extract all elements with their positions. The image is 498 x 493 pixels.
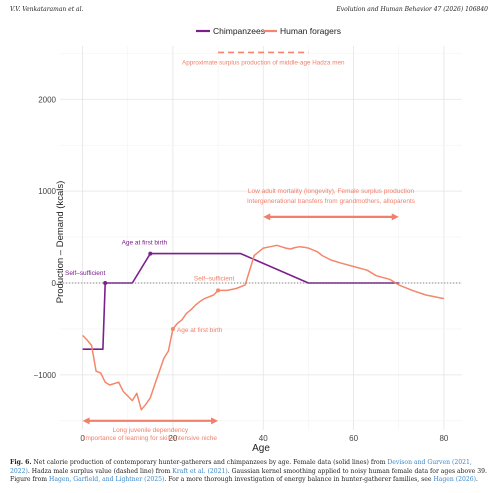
figure-caption: Fig. 6. Net calorie production of contem…: [10, 459, 488, 485]
caption-text-1: Net calorie production of contemporary h…: [31, 459, 388, 466]
hadza-surplus-label: Approximate surplus production of middle…: [182, 59, 345, 66]
plot-axes: 0 20 40 60 80 −1000 0 1000 2000: [34, 95, 449, 443]
low-adult-mortality-arrow-head-right: [391, 213, 399, 221]
chimp-self-sufficient-label: Self–sufficient: [65, 270, 106, 277]
x-tick-label: 0: [80, 434, 85, 443]
y-axis-label: Production – Demand (kcals): [55, 181, 66, 304]
caption-text-5: .: [476, 476, 478, 484]
caption-text-3: . Gaussian kernel smoothing applied to n…: [10, 467, 487, 484]
plot-annotations: Approximate surplus production of middle…: [60, 51, 462, 442]
chart-legend: Chimpanzees Human foragers: [196, 26, 341, 36]
x-tick-label: 80: [439, 434, 448, 443]
plot-background: [60, 46, 462, 430]
chimp-self-sufficient-point: [103, 281, 108, 286]
low-adult-mortality-label-line2: Intergenerational transfers from grandmo…: [247, 198, 416, 205]
y-tick-label: 0: [52, 279, 57, 288]
chimp-age-first-birth-label: Age at first birth: [122, 240, 168, 247]
running-header-journal: Evolution and Human Behavior 47 (2026) 1…: [336, 6, 488, 13]
long-juvenile-dependency-label-line2: Importance of learning for skill–intensi…: [84, 435, 218, 442]
human-self-sufficient-label: Self–sufficient: [194, 275, 235, 282]
long-juvenile-dependency-label-line1: Long juvenile dependency: [113, 427, 189, 434]
low-adult-mortality-arrow-head-left: [263, 213, 271, 221]
plot-gridlines: [60, 46, 462, 430]
caption-ref-hagen-2026[interactable]: Hagen (2026): [433, 476, 477, 484]
x-tick-label: 20: [168, 434, 177, 443]
legend-label-human-foragers: Human foragers: [280, 26, 341, 36]
x-axis-label: Age: [252, 443, 270, 454]
y-tick-label: −1000: [34, 371, 57, 380]
y-tick-label: 1000: [38, 187, 56, 196]
net-calorie-chart: Chimpanzees Human foragers 0 20 40 60 80 −100…: [34, 26, 462, 454]
chimp-age-first-birth-point: [148, 251, 153, 256]
caption-ref-kraft[interactable]: Kraft et al. (2021): [172, 467, 228, 475]
human-age-first-birth-label: Age at first birth: [177, 327, 223, 334]
series-line-chimpanzees: [82, 252, 399, 351]
caption-ref-devison-gurven[interactable]: Devison and Gurven (2021, 2022): [10, 459, 472, 475]
figure-label: Fig. 6.: [10, 459, 32, 466]
low-adult-mortality-span: Low adult mortality (longevity), Female …: [247, 188, 416, 221]
running-header-authors: V.V. Venkataraman et al.: [10, 6, 84, 13]
y-tick-label: 2000: [38, 95, 56, 104]
low-adult-mortality-label-line1: Low adult mortality (longevity), Female …: [248, 188, 415, 195]
long-juvenile-dependency-arrow-head-left: [82, 417, 90, 425]
caption-text-4: . For a more thorough investigation of e…: [164, 476, 434, 484]
x-tick-label: 60: [349, 434, 358, 443]
caption-text-2: . Hadza male surplus value (dashed line)…: [27, 467, 173, 475]
caption-ref-hagen-2025[interactable]: Hagen, Garfield, and Lightner (2025): [49, 476, 165, 484]
long-juvenile-dependency-arrow-head-right: [211, 417, 219, 425]
human-self-sufficient-point: [216, 288, 221, 293]
human-age-first-birth-point: [170, 326, 175, 331]
legend-label-chimpanzees: Chimpanzees: [213, 26, 265, 36]
x-tick-label: 40: [259, 434, 268, 443]
